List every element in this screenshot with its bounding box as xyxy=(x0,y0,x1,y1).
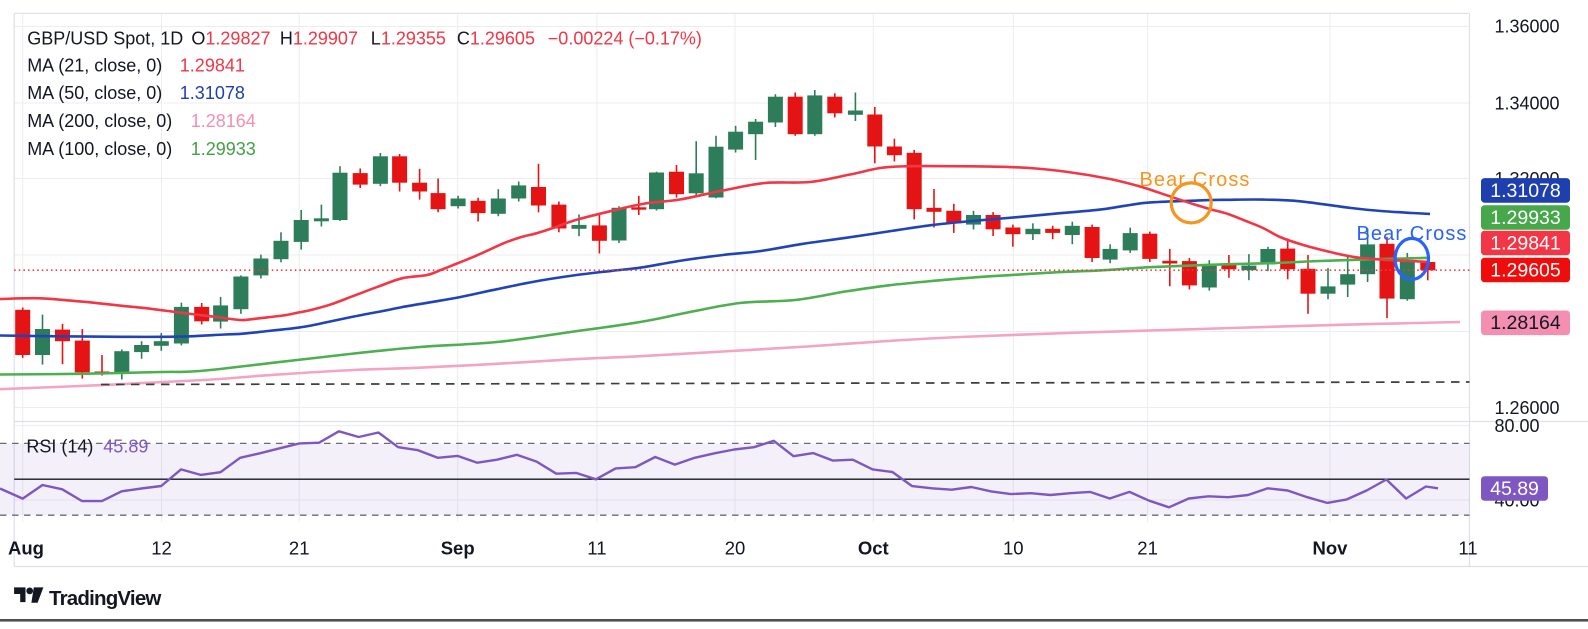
svg-text:1.29933: 1.29933 xyxy=(1490,207,1561,229)
svg-text:1.29933: 1.29933 xyxy=(191,139,256,159)
svg-text:GBP/USD Spot, 1D: GBP/USD Spot, 1D xyxy=(27,28,183,48)
svg-text:80.00: 80.00 xyxy=(1495,416,1540,436)
svg-text:45.89: 45.89 xyxy=(1490,478,1539,500)
svg-text:45.89: 45.89 xyxy=(103,436,148,456)
svg-text:20: 20 xyxy=(725,538,746,559)
svg-text:MA (21, close, 0): MA (21, close, 0) xyxy=(27,56,162,76)
svg-text:Aug: Aug xyxy=(8,538,44,559)
svg-text:1.28164: 1.28164 xyxy=(191,111,256,131)
svg-text:12: 12 xyxy=(151,538,172,559)
svg-text:1.26000: 1.26000 xyxy=(1495,398,1560,418)
svg-text:TradingView: TradingView xyxy=(49,587,161,610)
svg-text:Bear Cross: Bear Cross xyxy=(1356,223,1467,245)
svg-text:1.34000: 1.34000 xyxy=(1495,93,1560,113)
svg-text:H1.29907: H1.29907 xyxy=(280,28,358,48)
svg-text:O1.29827: O1.29827 xyxy=(191,28,270,48)
svg-text:1.29605: 1.29605 xyxy=(1490,259,1561,281)
svg-text:C1.29605: C1.29605 xyxy=(457,28,535,48)
svg-text:1.29841: 1.29841 xyxy=(1490,232,1561,254)
svg-text:L1.29355: L1.29355 xyxy=(371,28,446,48)
svg-text:10: 10 xyxy=(1003,538,1024,559)
svg-text:Bear Cross: Bear Cross xyxy=(1139,169,1250,191)
svg-text:MA (50, close, 0): MA (50, close, 0) xyxy=(27,83,162,103)
svg-text:1.31078: 1.31078 xyxy=(180,83,245,103)
svg-text:Sep: Sep xyxy=(441,538,475,559)
svg-text:MA (100, close, 0): MA (100, close, 0) xyxy=(27,139,172,159)
svg-text:1.31078: 1.31078 xyxy=(1490,180,1561,202)
svg-text:RSI (14): RSI (14) xyxy=(26,436,93,456)
svg-text:Oct: Oct xyxy=(858,538,889,559)
svg-text:1.28164: 1.28164 xyxy=(1490,312,1561,334)
svg-text:Nov: Nov xyxy=(1313,538,1349,559)
svg-text:−0.00224 (−0.17%): −0.00224 (−0.17%) xyxy=(548,28,702,48)
svg-text:11: 11 xyxy=(1458,538,1477,559)
svg-text:MA (200, close, 0): MA (200, close, 0) xyxy=(27,111,172,131)
svg-text:1.29841: 1.29841 xyxy=(180,56,245,76)
svg-text:1.36000: 1.36000 xyxy=(1495,16,1560,36)
svg-text:11: 11 xyxy=(587,538,606,559)
svg-text:21: 21 xyxy=(289,538,310,559)
svg-text:21: 21 xyxy=(1137,538,1158,559)
